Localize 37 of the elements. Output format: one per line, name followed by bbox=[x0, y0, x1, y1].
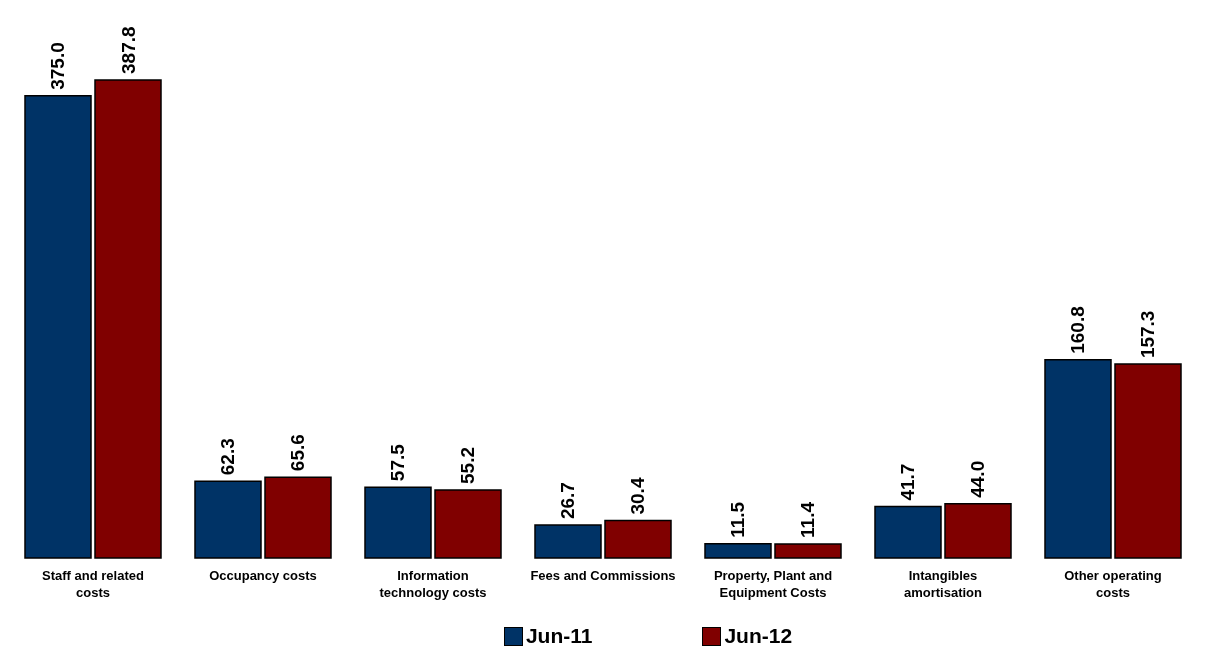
data-label: 375.0 bbox=[47, 42, 69, 90]
bar bbox=[774, 543, 842, 559]
bar bbox=[94, 79, 162, 559]
x-tick-label: Staff and related costs bbox=[42, 568, 144, 600]
legend-label: Jun-12 bbox=[724, 624, 793, 648]
bar bbox=[944, 503, 1012, 559]
x-tick-label: Property, Plant and Equipment Costs bbox=[713, 568, 833, 600]
data-label: 65.6 bbox=[287, 434, 309, 472]
bar bbox=[534, 524, 602, 559]
x-tick-label: Information technology costs bbox=[379, 568, 487, 600]
bar bbox=[874, 505, 942, 559]
bar bbox=[364, 486, 432, 559]
bar bbox=[194, 480, 262, 559]
data-label: 11.4 bbox=[797, 501, 819, 538]
bar bbox=[434, 489, 502, 559]
data-label: 157.3 bbox=[1137, 310, 1159, 359]
data-label: 387.8 bbox=[117, 26, 139, 74]
x-tick-label: Other operating costs bbox=[1064, 568, 1162, 600]
bar bbox=[264, 476, 332, 559]
data-label: 62.3 bbox=[217, 438, 239, 476]
x-tick-label: Fees and Commissions bbox=[530, 568, 676, 583]
data-label: 26.7 bbox=[557, 482, 579, 520]
data-label: 44.0 bbox=[967, 460, 989, 498]
data-label: 30.4 bbox=[627, 477, 649, 515]
bar bbox=[604, 519, 672, 559]
x-tick-label: Occupancy costs bbox=[209, 568, 317, 583]
bar bbox=[24, 95, 92, 559]
data-label: 55.2 bbox=[457, 446, 479, 484]
bar bbox=[704, 543, 772, 559]
bar bbox=[1114, 363, 1182, 559]
data-label: 41.7 bbox=[897, 463, 919, 501]
legend-label: Jun-11 bbox=[525, 624, 593, 648]
data-label: 160.8 bbox=[1067, 306, 1089, 354]
bar bbox=[1044, 359, 1112, 559]
data-label: 11.5 bbox=[727, 501, 749, 538]
x-tick-label: Intangibles amortisation bbox=[903, 568, 983, 600]
data-label: 57.5 bbox=[387, 443, 409, 482]
